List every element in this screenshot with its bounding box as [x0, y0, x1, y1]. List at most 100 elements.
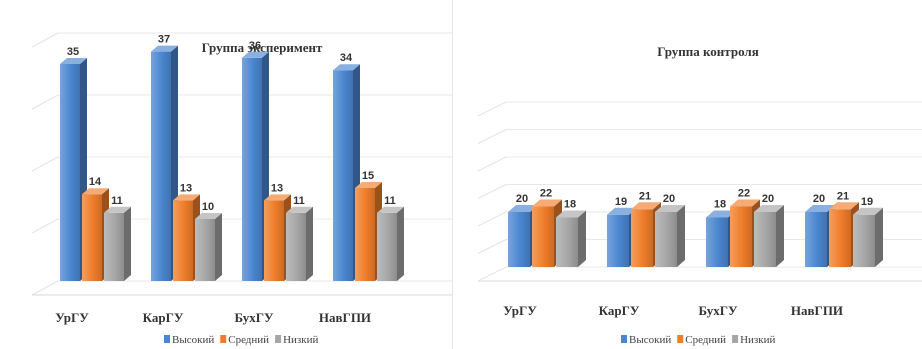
bar-top	[607, 207, 637, 215]
chart-control: Группа контроля 20 22 18 УрГУ 19 21 20 КарГУ 18 22…	[477, 44, 922, 346]
bar-side	[677, 205, 685, 267]
legend-label: Средний	[685, 334, 726, 346]
legend-label: Низкий	[740, 334, 775, 346]
bar-top	[333, 64, 360, 71]
gridline-slant	[31, 32, 59, 48]
gridline-slant	[477, 239, 507, 254]
bar	[151, 45, 178, 281]
bar-front	[151, 51, 171, 281]
data-label: 14	[89, 176, 102, 188]
legend-label: Средний	[228, 334, 269, 346]
bar-top	[195, 213, 222, 219]
bar-side	[397, 206, 404, 281]
bar	[754, 205, 784, 267]
bar-top	[655, 205, 685, 212]
bar-top	[754, 205, 784, 212]
bar	[556, 210, 586, 267]
bar	[655, 205, 685, 267]
gridline-slant	[477, 156, 507, 172]
data-label: 10	[202, 201, 214, 213]
bar-front	[631, 209, 653, 267]
bar	[60, 58, 87, 281]
data-label: 21	[837, 190, 849, 202]
bar-front	[754, 212, 776, 267]
bar-top	[286, 206, 313, 213]
bar-top	[532, 199, 562, 207]
category-label: НавГПИ	[319, 310, 371, 325]
bar-front	[706, 217, 728, 267]
bar-side	[776, 205, 784, 267]
data-label: 15	[362, 170, 374, 182]
data-label: 20	[762, 193, 774, 205]
data-label: 18	[714, 199, 726, 211]
gridline-slant	[477, 129, 507, 144]
bar-front	[195, 219, 215, 281]
bar-top	[82, 188, 109, 195]
data-label: 11	[111, 195, 123, 207]
bar-top	[60, 58, 87, 64]
bar-front	[60, 64, 80, 281]
bar-side	[124, 206, 131, 281]
data-label: 13	[271, 182, 283, 194]
data-label: 11	[293, 195, 305, 207]
bar-front	[104, 212, 124, 281]
legend-label: Высокий	[629, 334, 671, 346]
bar-front	[377, 212, 397, 281]
data-label: 20	[516, 193, 528, 205]
legend-swatch	[677, 335, 684, 343]
data-label: 34	[340, 52, 353, 64]
bar	[377, 206, 404, 281]
gridline-slant	[477, 266, 507, 282]
chart-panel-experiment: Группа эксперимент 35 14 11 УрГУ 37 13 10 КарГУ 3…	[0, 0, 452, 349]
bar-top	[853, 207, 883, 215]
data-label: 35	[67, 46, 79, 58]
category-label: КарГУ	[143, 310, 184, 325]
legend: Высокий Средний Низкий	[164, 334, 318, 346]
gridline-slant	[31, 94, 59, 110]
bar-top	[264, 194, 291, 201]
bar-top	[173, 194, 200, 201]
legend-swatch	[164, 335, 170, 343]
bar-top	[706, 210, 736, 218]
gridline-slant	[477, 211, 507, 227]
chart-experiment: Группа эксперимент 35 14 11 УрГУ 37 13 10 КарГУ 3…	[31, 32, 452, 346]
bar-top	[508, 205, 538, 212]
bar-front	[82, 194, 102, 281]
data-label: 18	[564, 199, 576, 211]
legend-swatch	[275, 335, 282, 343]
data-label: 20	[663, 193, 675, 205]
category-label: УрГУ	[503, 303, 537, 318]
bar-top	[355, 182, 382, 188]
data-label: 21	[639, 190, 651, 202]
legend-label: Высокий	[172, 334, 214, 346]
bar-front	[607, 214, 629, 267]
bar-front	[829, 209, 851, 267]
gridline-slant	[31, 156, 59, 172]
bar-top	[104, 206, 131, 213]
data-label: 36	[249, 40, 261, 52]
gridline-slant	[477, 101, 507, 117]
bar-front	[556, 217, 578, 267]
legend-swatch	[621, 335, 627, 343]
data-label: 22	[540, 188, 552, 200]
bar-side	[875, 207, 883, 267]
bar-front	[355, 188, 375, 281]
legend: Высокий Средний Низкий	[621, 334, 775, 346]
bars	[508, 199, 883, 267]
bars	[60, 45, 404, 281]
chart-panel-control: Группа контроля 20 22 18 УрГУ 19 21 20 КарГУ 18 22…	[456, 0, 922, 349]
data-label: 22	[738, 188, 750, 200]
bar-front	[264, 200, 284, 281]
category-label: НавГПИ	[791, 303, 843, 318]
bar	[82, 188, 109, 281]
category-label: УрГУ	[55, 310, 89, 325]
bar	[286, 206, 313, 281]
panel-divider	[452, 0, 453, 349]
bar-front	[805, 212, 827, 267]
bar-top	[151, 45, 178, 52]
legend-label: Низкий	[283, 334, 318, 346]
category-label: КарГУ	[599, 303, 640, 318]
category-label: БухГУ	[234, 310, 274, 325]
chart-title: Группа эксперимент	[202, 40, 323, 55]
bar-front	[730, 206, 752, 267]
